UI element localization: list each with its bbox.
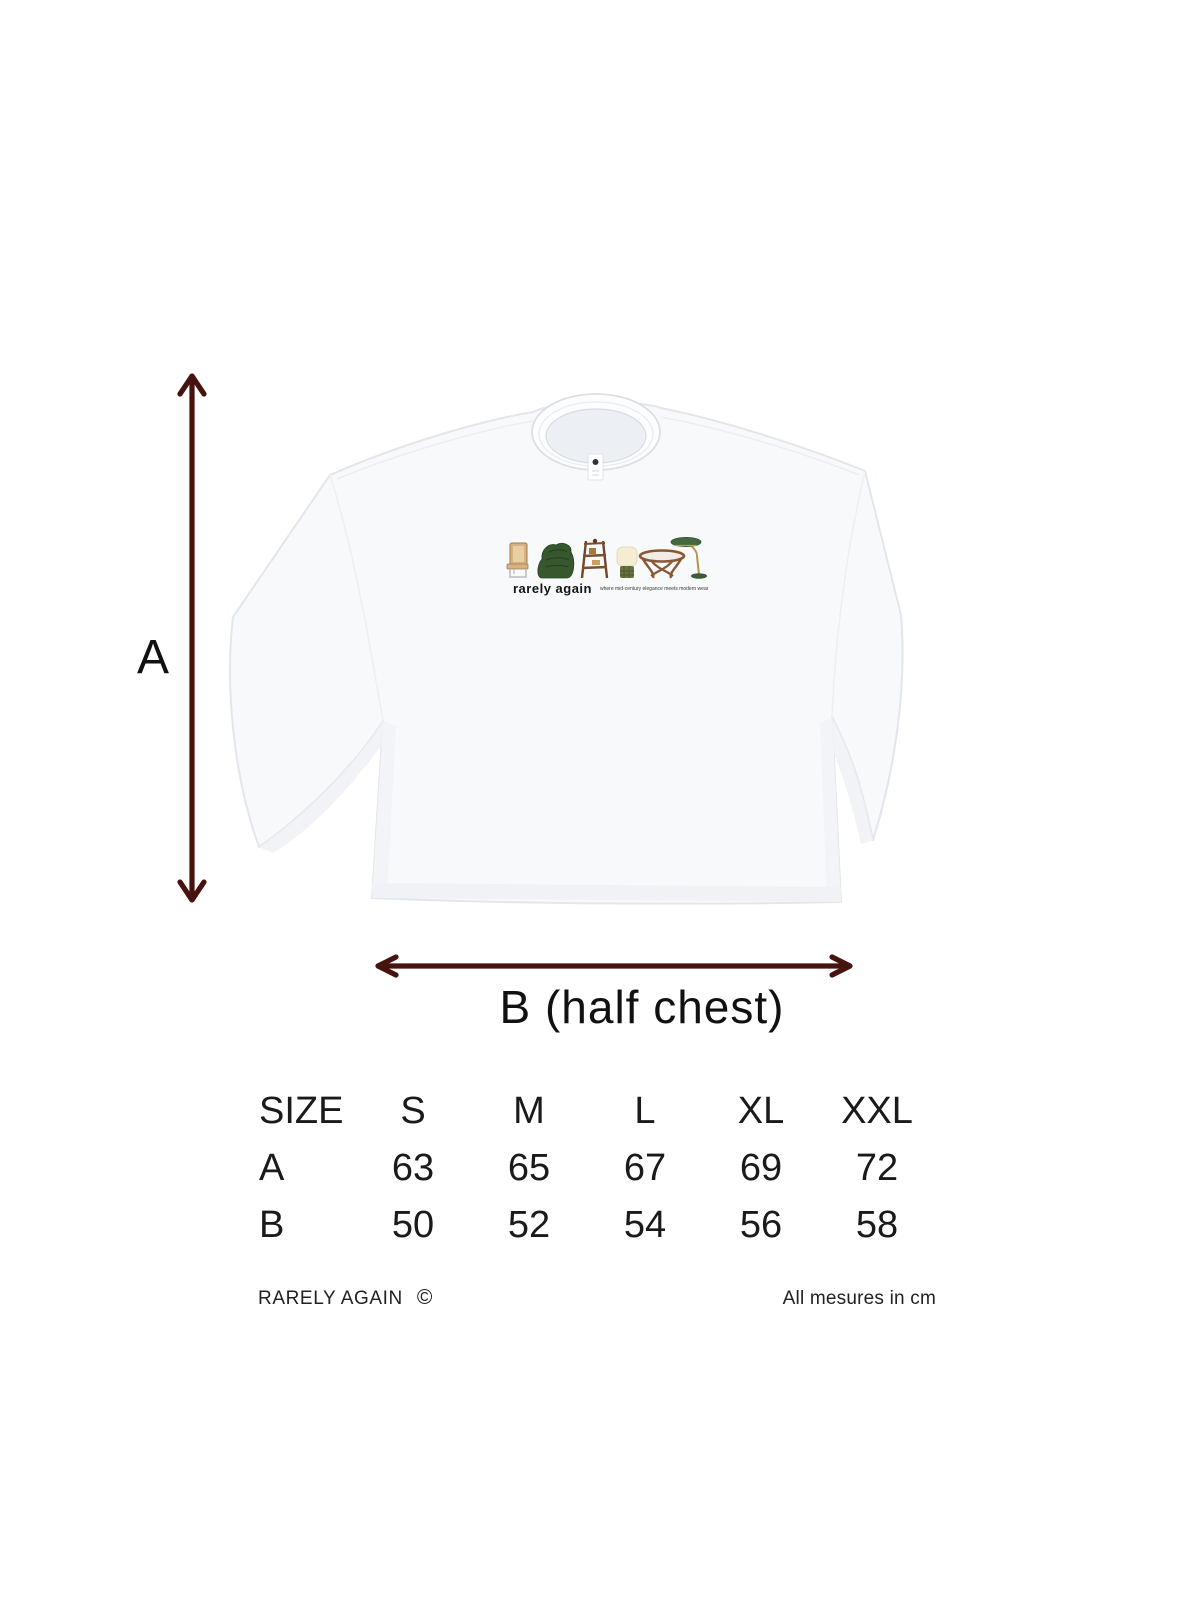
size-table-header-l: L [634, 1090, 656, 1132]
width-dimension-label: B (half chest) [499, 981, 785, 1033]
size-table-header-m: M [513, 1090, 545, 1132]
row-a-value-xl: 69 [739, 1147, 783, 1189]
tshirt-image: rarely again where mid-century elegance … [229, 393, 904, 905]
width-arrow [375, 954, 853, 978]
table-lamp-icon [616, 546, 638, 578]
collar [531, 393, 661, 481]
height-arrow [177, 373, 207, 903]
row-a-value-xxl: 72 [855, 1147, 899, 1189]
row-b-value-s: 50 [391, 1204, 435, 1246]
row-a-label: A [259, 1147, 285, 1189]
row-b-value-xl: 56 [739, 1204, 783, 1246]
tshirt-body [229, 401, 904, 905]
size-table-header-xxl: XXL [841, 1090, 913, 1132]
cane-chair-icon [506, 542, 529, 578]
print-brand-text: rarely again [513, 581, 592, 596]
height-dimension-label: A [136, 631, 169, 684]
tag-logo-icon [592, 459, 599, 465]
coffee-table-icon [638, 549, 686, 579]
row-b-value-l: 54 [623, 1204, 667, 1246]
print-tagline-text: where mid-century elegance meets modern … [600, 586, 709, 592]
floor-lamp-icon [670, 536, 707, 579]
size-table-header-xl: XL [737, 1090, 785, 1132]
row-b-label: B [259, 1204, 285, 1246]
size-table-header-size: SIZE [259, 1090, 344, 1132]
footer: RARELY AGAIN © All mesures in cm [258, 1286, 936, 1310]
size-table-header-s: S [400, 1090, 426, 1132]
row-b-value-m: 52 [507, 1204, 551, 1246]
copyright-icon: © [416, 1286, 433, 1309]
row-b-value-xxl: 58 [855, 1204, 899, 1246]
footer-brand-line: RARELY AGAIN © [258, 1286, 433, 1310]
row-a-value-m: 65 [507, 1147, 551, 1189]
togo-chair-icon [537, 543, 575, 579]
shelf-icon [580, 538, 609, 579]
neck-tag [587, 453, 604, 481]
footer-brand-text: RARELY AGAIN [258, 1288, 403, 1309]
size-table: SIZE S M L XL XXL A 63 65 67 69 72 B 50 … [255, 1083, 935, 1254]
chest-print: rarely again where mid-century elegance … [506, 536, 709, 596]
row-a-value-s: 63 [391, 1147, 435, 1189]
footer-units-note: All mesures in cm [782, 1288, 936, 1309]
row-a-value-l: 67 [623, 1147, 667, 1189]
